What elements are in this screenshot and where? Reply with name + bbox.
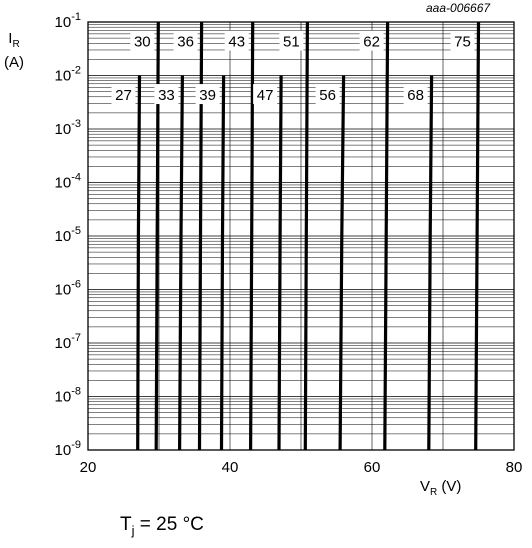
- series-curves: [136, 21, 481, 451]
- curve-label-bg: [403, 84, 428, 105]
- curve-43: [249, 21, 255, 451]
- document-id: aaa-006667: [426, 1, 491, 15]
- curve-label-43: 43: [228, 34, 245, 51]
- curve-62: [383, 21, 390, 451]
- y-axis-symbol: I: [8, 30, 13, 47]
- y-tick-label: 10-1: [55, 11, 81, 31]
- x-axis-label: VR (V): [420, 478, 461, 498]
- curve-label-36: 36: [177, 34, 194, 51]
- note-subscript: j: [131, 522, 135, 538]
- curve-label-68: 68: [407, 87, 424, 104]
- curve-label-30: 30: [134, 34, 151, 51]
- curve-label-bg: [450, 30, 475, 51]
- grid: [88, 22, 514, 451]
- note-text: = 25 °C: [134, 514, 204, 535]
- curve-label-33: 33: [158, 87, 175, 104]
- temperature-note: Tj = 25 °C: [120, 514, 204, 538]
- curve-51: [303, 21, 309, 451]
- curve-75: [474, 21, 481, 451]
- x-tick-label: 60: [364, 459, 381, 476]
- curve-47: [277, 75, 283, 451]
- y-tick-label: 10-6: [55, 279, 81, 299]
- y-tick-label: 10-3: [55, 118, 81, 138]
- curve-label-bg: [111, 84, 136, 105]
- curve-39: [219, 75, 226, 451]
- y-tick-label: 10-8: [55, 386, 81, 406]
- curve-label-47: 47: [257, 87, 274, 104]
- y-axis-subscript: R: [12, 39, 20, 50]
- note-symbol: T: [120, 514, 132, 535]
- y-tick-label: 10-9: [55, 439, 81, 459]
- curve-label-56: 56: [319, 87, 336, 104]
- curve-56: [338, 75, 346, 451]
- curve-label-bg: [359, 30, 384, 51]
- x-tick-label: 80: [506, 459, 523, 476]
- curve-label-51: 51: [283, 34, 300, 51]
- curve-label-bg: [130, 30, 155, 51]
- x-axis-unit: (V): [437, 478, 462, 495]
- y-axis-unit: (A): [4, 54, 24, 71]
- curve-label-75: 75: [454, 34, 471, 51]
- y-tick-label: 10-4: [55, 172, 81, 192]
- curve-label-bg: [253, 84, 278, 105]
- axis-tick-labels: 20 40 60 80 10-9 10-8 10-7 10-6 10-5 10-4 10-3 10-2…: [55, 11, 523, 476]
- curve-label-bg: [279, 30, 304, 51]
- curve-label-bg: [154, 84, 179, 105]
- curve-27: [136, 75, 142, 451]
- y-tick-label: 10-2: [55, 65, 81, 85]
- curve-label-bg: [315, 84, 340, 105]
- y-tick-label: 10-7: [55, 332, 81, 352]
- x-tick-label: 40: [222, 459, 239, 476]
- series-labels: 27 30 33 36 39 43 47 51 56 62 68 75: [111, 30, 475, 105]
- curve-label-39: 39: [199, 87, 216, 104]
- curve-68: [427, 75, 434, 451]
- y-axis-label: IR (A): [4, 30, 24, 72]
- plot-frame: [87, 21, 515, 451]
- x-axis-symbol: V: [420, 478, 431, 495]
- curve-label-bg: [173, 30, 198, 51]
- x-axis-subscript: R: [430, 487, 438, 498]
- curve-label-bg: [224, 30, 249, 51]
- curve-label-62: 62: [363, 34, 380, 51]
- curve-33: [178, 75, 184, 451]
- curve-label-27: 27: [115, 87, 132, 104]
- curve-label-bg: [195, 84, 220, 105]
- x-tick-label: 20: [80, 459, 97, 476]
- y-tick-label: 10-5: [55, 225, 81, 245]
